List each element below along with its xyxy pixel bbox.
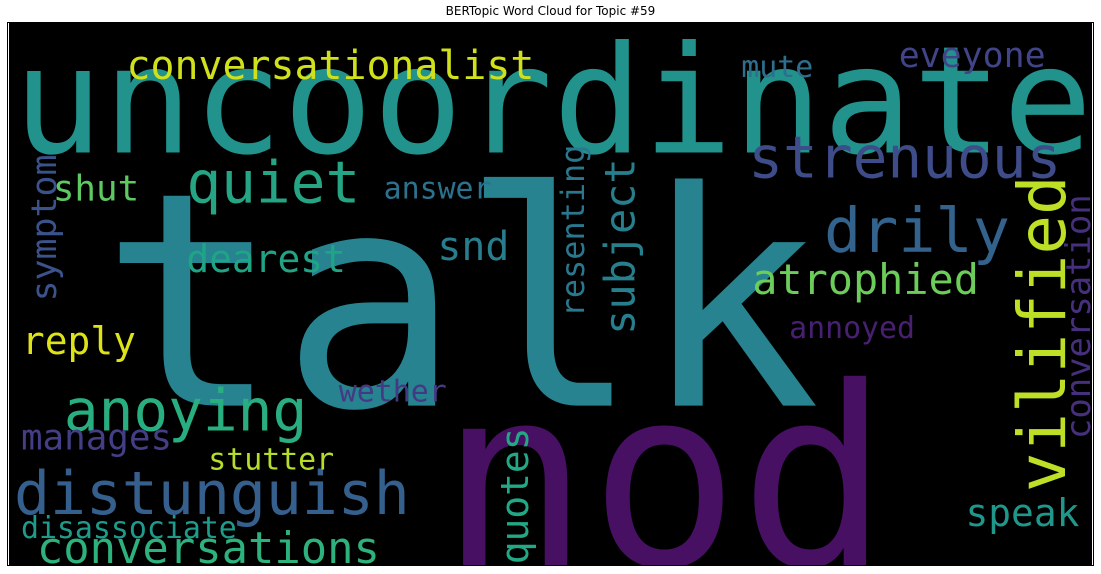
word-resenting: resenting [554,145,592,318]
word-symptom: symptom [25,155,65,302]
word-uncoordinated: uncoordinated [13,23,1093,189]
word-nod: nod [439,334,889,565]
word-stutter: stutter [208,442,334,477]
word-talk: talk [101,130,821,477]
word-snd: snd [437,224,509,270]
word-drily: drily [824,195,1010,267]
word-disassociate: disassociate [21,511,237,546]
word-anoying: anoying [64,376,307,444]
word-reply: reply [22,319,136,363]
word-annoyed: annoyed [789,311,915,346]
word-manages: manages [21,417,172,458]
word-conversation: conversation [1059,194,1093,439]
word-conversationalist: conversationalist [127,43,535,89]
word-atrophied: atrophied [752,255,979,304]
word-cloud: talk nod uncoordinated conversationalist eve… [7,22,1094,566]
word-subject: subject [596,159,645,335]
word-shut: shut [53,168,139,209]
word-strenuous: strenuous [748,123,1061,191]
word-wether: wether [339,375,447,410]
word-distunguish: distunguish [14,460,410,529]
word-eveyone: eveyone [899,36,1046,76]
word-speak: speak [965,491,1079,535]
word-mute: mute [741,50,813,85]
word-conversations: conversations [37,523,380,565]
word-cloud-background [8,23,1093,565]
word-quotes: quotes [493,428,537,565]
figure-title: BERTopic Word Cloud for Topic #59 [445,4,656,18]
word-quiet: quiet [186,148,360,216]
word-answer: answer [384,171,492,206]
word-vilified: vilified [1004,175,1081,492]
word-dearest: dearest [186,237,346,281]
